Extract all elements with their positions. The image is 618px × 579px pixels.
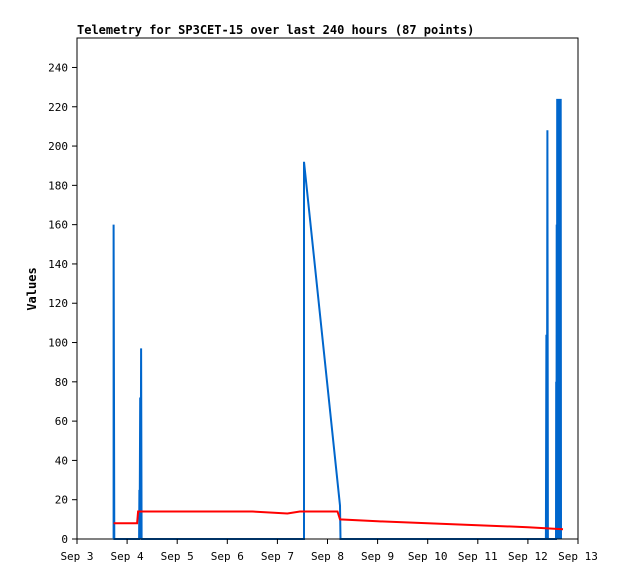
x-tick-label: Sep 3 <box>60 550 93 563</box>
y-tick-label: 160 <box>48 219 68 232</box>
y-tick-label: 240 <box>48 61 68 74</box>
series-line-2 <box>113 510 564 531</box>
plot-frame <box>76 37 579 540</box>
y-tick-label: 220 <box>48 101 68 114</box>
chart-title: Telemetry for SP3CET-15 over last 240 ho… <box>77 23 474 37</box>
series-layer <box>112 98 564 540</box>
y-tick-label: 60 <box>55 415 68 428</box>
x-tick-label: Sep 9 <box>361 550 394 563</box>
x-axis: Sep 3 Sep 4 Sep 5 Sep 6 Sep 7 Sep 8 Sep 9 Sep 1… <box>60 539 598 563</box>
y-tick-label: 20 <box>55 494 68 507</box>
y-tick-label: 40 <box>55 454 68 467</box>
x-tick-label: Sep 10 <box>408 550 448 563</box>
y-tick-label: 100 <box>48 337 68 350</box>
x-tick-label: Sep 5 <box>161 550 194 563</box>
y-tick-label: 80 <box>55 376 68 389</box>
y-tick-label: 120 <box>48 297 68 310</box>
y-tick-label: 200 <box>48 140 68 153</box>
x-tick-label: Sep 12 <box>508 550 548 563</box>
x-tick-label: Sep 6 <box>211 550 244 563</box>
x-tick-label: Sep 11 <box>458 550 498 563</box>
x-tick-label: Sep 7 <box>261 550 294 563</box>
series-line-1 <box>112 98 562 540</box>
y-tick-label: 140 <box>48 258 68 271</box>
x-tick-label: Sep 8 <box>311 550 344 563</box>
y-axis-label: Values <box>25 267 39 310</box>
x-tick-label: Sep 4 <box>111 550 144 563</box>
y-tick-label: 180 <box>48 179 68 192</box>
x-tick-label: Sep 13 <box>558 550 598 563</box>
y-axis: 0 20 40 60 80 100 120 140 160 180 200 220 240 <box>48 61 77 546</box>
y-tick-label: 0 <box>61 533 68 546</box>
